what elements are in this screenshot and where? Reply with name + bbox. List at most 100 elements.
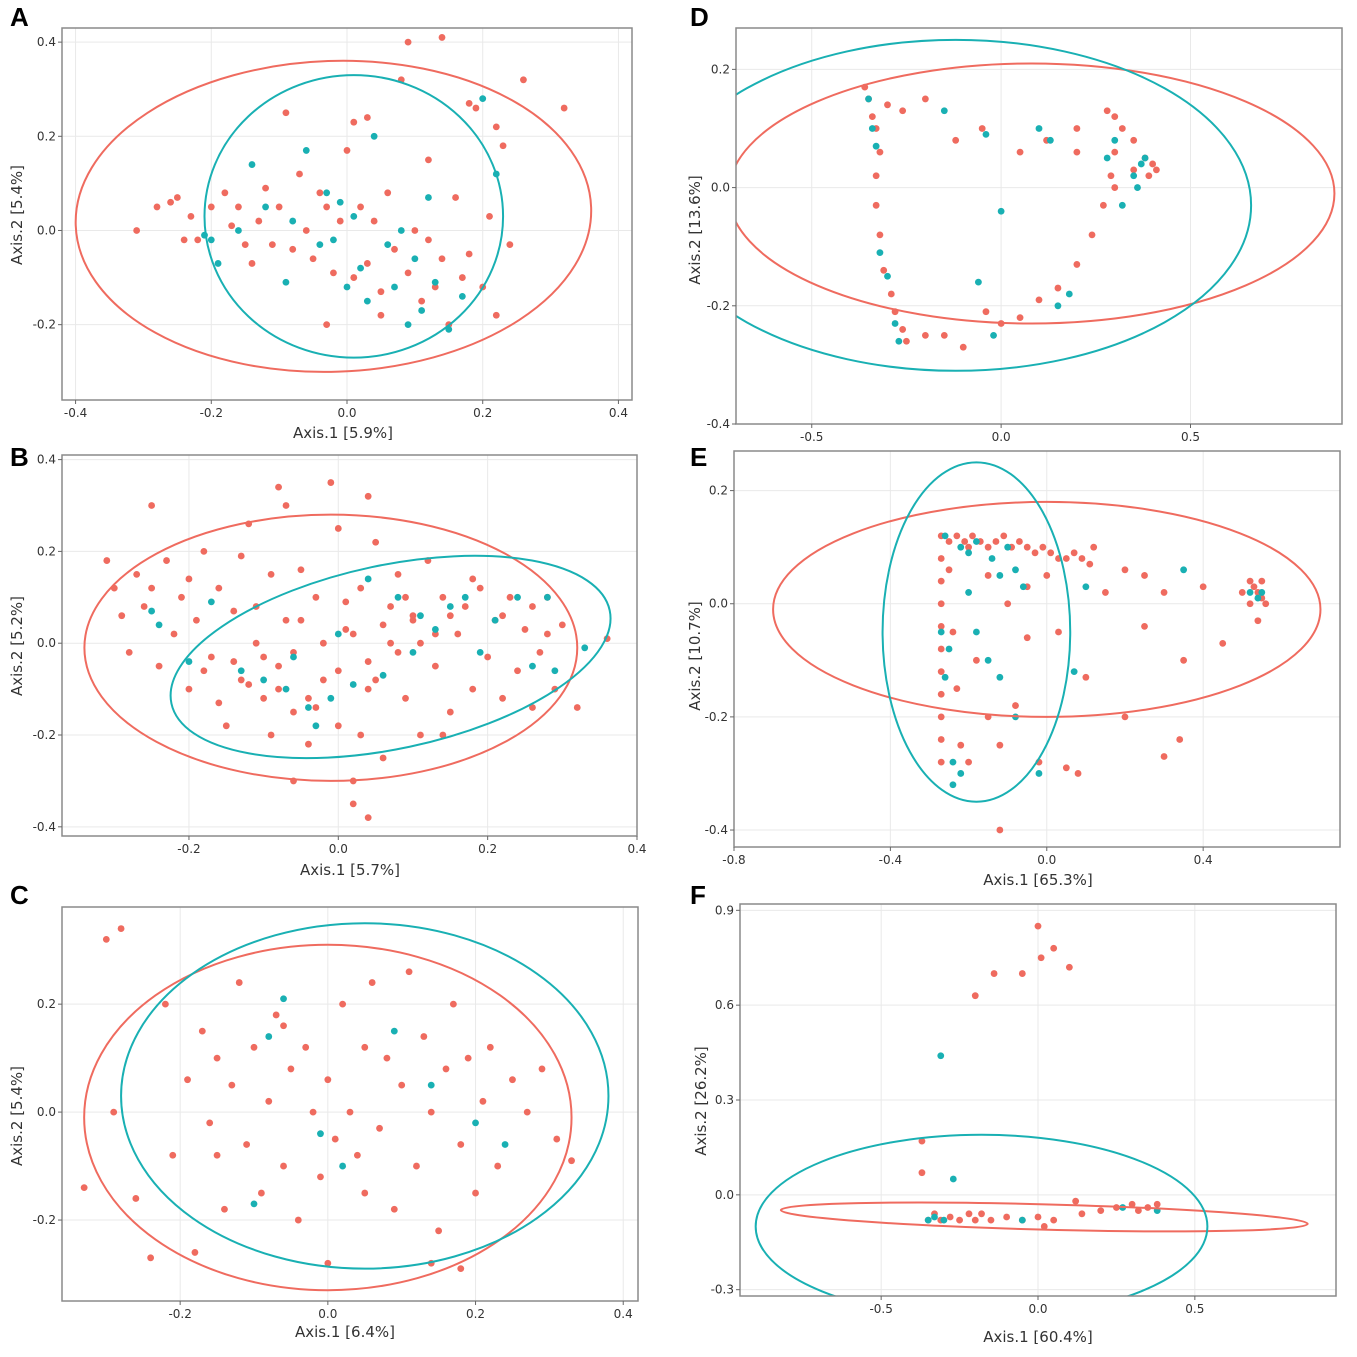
group2-point: [884, 272, 891, 280]
group1-point: [184, 1076, 191, 1084]
group1-point: [431, 662, 439, 670]
group2-point: [336, 198, 344, 206]
group2-point: [1130, 172, 1138, 180]
y-tick-label: 0.0: [37, 636, 56, 650]
group1-point: [1031, 549, 1039, 557]
group1-point: [330, 269, 337, 277]
group1-point: [884, 101, 891, 109]
group1-point: [492, 311, 500, 319]
ellipses-layer: [754, 1133, 1309, 1296]
group1-ellipse: [772, 500, 1322, 718]
group1-point: [1035, 296, 1043, 304]
group1-point: [133, 227, 141, 234]
group1-point: [558, 621, 566, 629]
group1-point: [235, 979, 243, 986]
group1-point: [464, 1054, 472, 1062]
group1-point: [1039, 543, 1047, 551]
group1-point: [1043, 572, 1051, 579]
group1-point: [438, 34, 446, 41]
group1-point: [887, 290, 895, 298]
group2-point: [250, 1200, 258, 1208]
group1-point: [1097, 1207, 1105, 1215]
x-tick-label: 0.5: [1185, 1302, 1204, 1316]
group1-point: [262, 184, 269, 192]
group1-point: [1023, 543, 1031, 551]
group1-point: [880, 266, 888, 274]
group2-point: [302, 147, 310, 154]
group1-point: [275, 203, 283, 211]
ellipses-layer: [83, 513, 612, 782]
group2-point: [431, 278, 439, 286]
group2-point: [941, 532, 949, 540]
group1-point: [309, 1108, 317, 1116]
group1-point: [364, 814, 372, 822]
group2-point: [1082, 583, 1090, 591]
group1-point: [319, 639, 327, 647]
y-tick-label: -0.2: [705, 710, 728, 724]
group1-point: [937, 600, 945, 608]
group1-point: [334, 722, 342, 730]
group1-point: [1130, 136, 1138, 144]
group1-point: [198, 1027, 206, 1035]
y-tick-label: 0.0: [709, 597, 728, 611]
group1-point: [1111, 113, 1119, 121]
group2-point: [425, 194, 432, 201]
group1-point: [937, 622, 945, 630]
group2-point: [973, 538, 980, 545]
group2-point: [472, 1119, 479, 1127]
group1-point: [1118, 125, 1126, 132]
group1-point: [364, 658, 372, 665]
group2-point: [479, 95, 487, 103]
group1-point: [971, 992, 979, 1000]
y-axis-label: Axis.2 [5.4%]: [8, 1066, 26, 1166]
ellipses-layer: [74, 59, 593, 373]
group1-point: [364, 492, 372, 500]
gridlines: [733, 451, 1340, 847]
group1-point: [514, 667, 521, 675]
group1-point: [469, 685, 477, 693]
group1-point: [458, 274, 466, 281]
group2-point: [446, 603, 454, 610]
group1-point: [282, 502, 290, 509]
y-tick-label: 0.2: [37, 129, 56, 143]
group1-point: [1238, 589, 1246, 596]
group1-point: [1134, 1207, 1142, 1215]
group1-point: [439, 593, 447, 601]
group1-point: [1012, 702, 1019, 709]
group1-point: [425, 236, 432, 244]
group1-point: [230, 658, 238, 665]
group2-point: [260, 676, 268, 684]
points-layer: [918, 922, 1161, 1230]
group1-point: [1130, 166, 1138, 174]
group1-point: [280, 1162, 287, 1170]
group2-point: [289, 217, 297, 225]
group1-point: [257, 1189, 265, 1197]
plot-frame: [735, 27, 1343, 425]
plot-frame: [61, 454, 638, 837]
group1-point: [228, 1081, 236, 1089]
group2-point: [940, 1216, 948, 1224]
group1-point: [452, 194, 459, 201]
group2-point: [390, 1027, 398, 1035]
group1-point: [573, 704, 581, 711]
group2-point: [461, 593, 469, 601]
group1-point: [275, 483, 282, 491]
group1-point: [484, 653, 492, 661]
group2-point: [895, 337, 903, 345]
group1-point: [384, 189, 392, 197]
group1-point: [984, 543, 992, 551]
group2-point: [317, 1130, 324, 1138]
group1-point: [237, 552, 245, 560]
group2-ellipse: [120, 922, 610, 1270]
group2-point: [1258, 589, 1266, 596]
group1-point: [990, 970, 998, 977]
panel-f-letter: F: [690, 880, 706, 910]
group2-point: [431, 626, 439, 633]
plot-frame: [733, 450, 1341, 848]
group1-point: [125, 648, 133, 656]
x-tick-label: 0.0: [1037, 853, 1056, 867]
group2-point: [185, 658, 193, 665]
group1-point: [868, 113, 876, 121]
panel-b-letter: B: [10, 442, 29, 472]
group1-point: [376, 1124, 383, 1132]
